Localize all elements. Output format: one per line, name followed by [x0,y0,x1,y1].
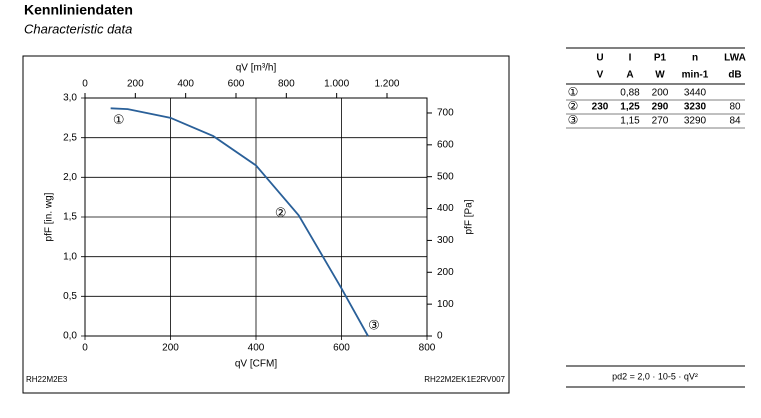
y2-tick-label: 400 [437,203,454,214]
table-marker: ① [568,85,579,99]
y-axis-label: pfF [in. wg] [44,192,55,241]
table-cell: 270 [652,116,669,127]
y-tick-label: 2,0 [63,172,77,183]
table-cell: 3440 [684,88,707,99]
code-left: RH22M2E3 [26,375,68,384]
table-cell: 1,15 [620,116,640,127]
title: Kennliniendaten [24,2,133,18]
table-cell: 80 [729,102,741,113]
x2-tick-label: 1.200 [374,79,399,90]
table-header: U [596,53,603,64]
y-tick-label: 1,0 [63,251,77,262]
y2-tick-label: 300 [437,235,454,246]
y2-tick-label: 600 [437,139,454,150]
table-unit: A [626,70,633,81]
table-header: P1 [654,53,667,64]
point-label: ③ [368,317,380,332]
table-cell: 3290 [684,116,707,127]
table-cell: 3230 [684,102,707,113]
y2-tick-label: 0 [437,331,443,342]
y-tick-label: 2,5 [63,132,77,143]
x2-axis-label: qV [m³/h] [236,63,277,74]
table-unit: min-1 [682,70,709,81]
y-tick-label: 0,5 [63,291,77,302]
y2-axis-label: pfF [Pa] [464,199,475,234]
table-marker: ② [568,99,579,113]
table-cell: 0,88 [620,88,640,99]
y2-tick-label: 700 [437,108,454,119]
table-unit: dB [728,70,741,81]
formula: pd2 = 2,0 · 10-5 · qV² [612,371,698,381]
table-header: n [692,53,698,64]
x2-tick-label: 400 [177,79,194,90]
y-tick-label: 0,0 [63,331,77,342]
x-tick-label: 0 [82,343,88,354]
subtitle: Characteristic data [24,21,132,36]
table-cell: 230 [592,102,609,113]
y2-tick-label: 200 [437,267,454,278]
table-unit: W [655,70,665,81]
table-cell: 200 [652,88,669,99]
x-tick-label: 600 [333,343,350,354]
code-right: RH22M2EK1E2RV007 [424,375,505,384]
chart-frame [22,55,510,394]
y-tick-label: 3,0 [63,93,77,104]
point-label: ② [275,205,287,220]
table-unit: V [597,70,604,81]
x2-tick-label: 800 [278,79,295,90]
x-tick-label: 800 [419,343,436,354]
table-cell: 290 [652,102,669,113]
x2-tick-label: 0 [82,79,88,90]
x2-tick-label: 1.000 [324,79,349,90]
x2-tick-label: 600 [228,79,245,90]
table-cell: 1,25 [620,102,640,113]
table-header: LWA [724,53,746,64]
table-marker: ③ [568,113,579,127]
x-tick-label: 400 [248,343,265,354]
curve [110,107,369,337]
point-label: ① [113,112,125,127]
x-tick-label: 200 [162,343,179,354]
x2-tick-label: 200 [127,79,144,90]
y2-tick-label: 100 [437,299,454,310]
table-cell: 84 [729,116,741,127]
y2-tick-label: 500 [437,171,454,182]
y-tick-label: 1,5 [63,212,77,223]
x-axis-label: qV [CFM] [235,359,277,370]
table-header: I [629,53,632,64]
